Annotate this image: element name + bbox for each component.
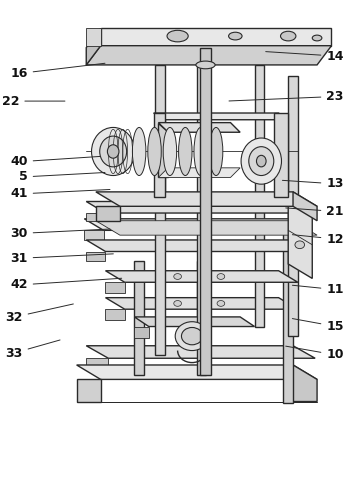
- Polygon shape: [86, 240, 307, 251]
- Polygon shape: [77, 380, 101, 402]
- Ellipse shape: [249, 147, 274, 175]
- Ellipse shape: [100, 136, 127, 167]
- Polygon shape: [77, 365, 317, 380]
- Polygon shape: [86, 346, 315, 358]
- Polygon shape: [134, 261, 144, 375]
- Ellipse shape: [181, 327, 203, 345]
- Ellipse shape: [167, 30, 188, 42]
- Ellipse shape: [196, 61, 215, 69]
- Polygon shape: [288, 196, 312, 278]
- Text: 10: 10: [286, 346, 344, 361]
- Ellipse shape: [174, 273, 181, 280]
- Ellipse shape: [229, 32, 242, 40]
- Text: 32: 32: [5, 304, 73, 324]
- Ellipse shape: [194, 128, 208, 175]
- Text: 11: 11: [293, 283, 344, 296]
- Polygon shape: [293, 192, 317, 221]
- Text: 16: 16: [10, 63, 105, 80]
- Ellipse shape: [295, 241, 305, 249]
- Polygon shape: [86, 28, 101, 46]
- Ellipse shape: [256, 155, 266, 167]
- Polygon shape: [105, 271, 298, 282]
- Polygon shape: [283, 230, 293, 403]
- Polygon shape: [274, 113, 288, 196]
- Polygon shape: [86, 28, 101, 65]
- Text: 33: 33: [6, 340, 60, 359]
- Polygon shape: [288, 76, 298, 336]
- Text: 42: 42: [10, 278, 122, 292]
- Polygon shape: [158, 168, 240, 177]
- Ellipse shape: [175, 322, 209, 350]
- Ellipse shape: [217, 301, 225, 306]
- Polygon shape: [96, 192, 317, 206]
- Polygon shape: [197, 65, 206, 336]
- Polygon shape: [101, 28, 331, 46]
- Ellipse shape: [174, 301, 181, 306]
- Text: 40: 40: [10, 155, 100, 168]
- Polygon shape: [86, 202, 307, 213]
- Polygon shape: [86, 46, 331, 65]
- Polygon shape: [84, 219, 312, 230]
- Ellipse shape: [280, 31, 296, 41]
- Polygon shape: [154, 113, 288, 120]
- Polygon shape: [158, 123, 240, 132]
- Polygon shape: [105, 309, 125, 320]
- Polygon shape: [105, 282, 125, 293]
- Ellipse shape: [133, 128, 146, 175]
- Polygon shape: [154, 113, 165, 196]
- Polygon shape: [105, 298, 298, 309]
- Polygon shape: [96, 221, 317, 235]
- Ellipse shape: [163, 128, 177, 175]
- Polygon shape: [86, 213, 105, 221]
- Text: 21: 21: [286, 205, 344, 218]
- Text: 12: 12: [293, 232, 344, 246]
- Ellipse shape: [148, 128, 161, 175]
- Polygon shape: [200, 48, 211, 375]
- Ellipse shape: [312, 35, 322, 41]
- Text: 5: 5: [19, 171, 105, 184]
- Polygon shape: [155, 65, 165, 355]
- Text: 15: 15: [293, 318, 344, 333]
- Polygon shape: [158, 123, 168, 177]
- Polygon shape: [197, 261, 206, 375]
- Text: 30: 30: [10, 227, 110, 240]
- Text: 31: 31: [10, 252, 113, 265]
- Polygon shape: [84, 230, 103, 240]
- Polygon shape: [86, 358, 108, 367]
- Ellipse shape: [92, 128, 135, 175]
- Text: 23: 23: [229, 90, 344, 103]
- Polygon shape: [134, 317, 255, 326]
- Polygon shape: [86, 251, 105, 261]
- Polygon shape: [134, 326, 149, 338]
- Ellipse shape: [241, 138, 281, 184]
- Text: 13: 13: [282, 177, 344, 190]
- Ellipse shape: [209, 128, 223, 175]
- Polygon shape: [293, 365, 317, 402]
- Polygon shape: [255, 65, 264, 326]
- Text: 14: 14: [266, 50, 344, 63]
- Ellipse shape: [179, 128, 192, 175]
- Ellipse shape: [108, 145, 119, 158]
- Polygon shape: [96, 206, 120, 221]
- Text: 22: 22: [2, 95, 65, 108]
- Text: 41: 41: [10, 187, 110, 200]
- Ellipse shape: [217, 273, 225, 280]
